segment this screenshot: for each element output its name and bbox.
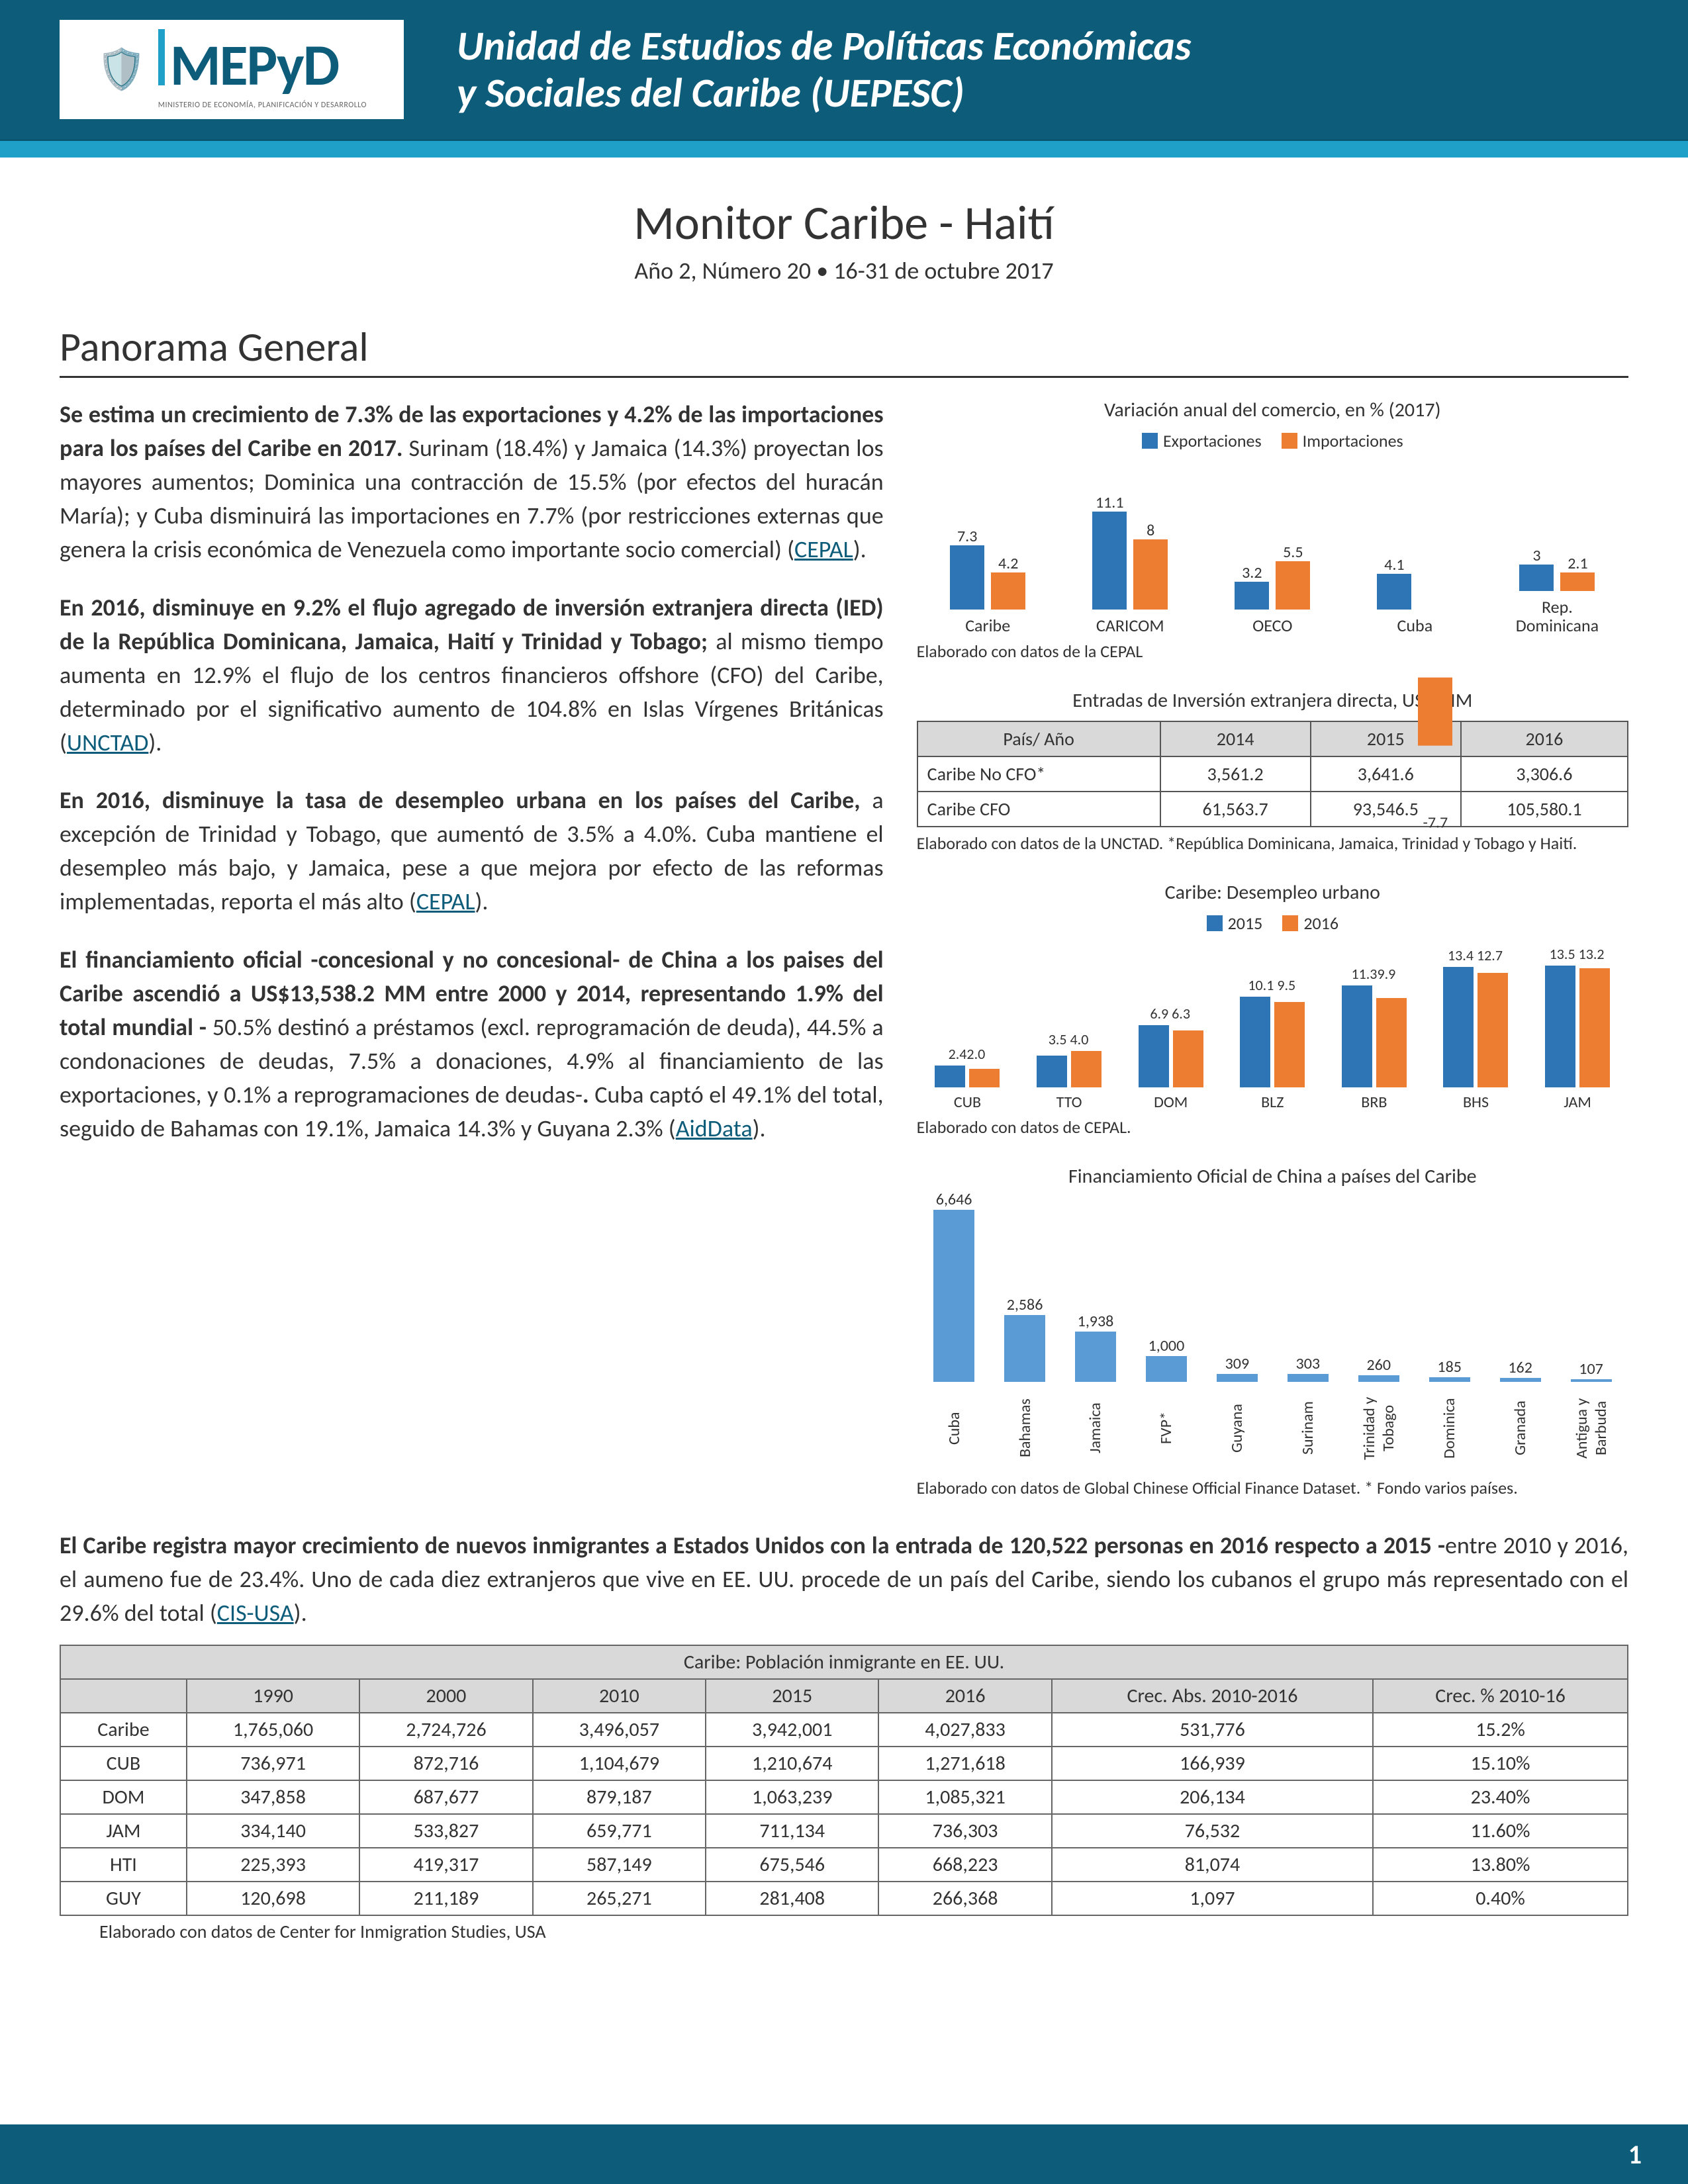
- document-title: Monitor Caribe - Haití: [60, 194, 1628, 252]
- chart-china-finance: Financiamiento Oficial de China a países…: [917, 1164, 1628, 1498]
- coat-of-arms-icon: 🛡️: [97, 46, 146, 94]
- header-band: 🛡️ MEPyD MINISTERIO DE ECONOMÍA, PLANIFI…: [0, 0, 1688, 139]
- table-fdi-title: Entradas de Inversión extranjera directa…: [917, 688, 1628, 713]
- link-cepal-1[interactable]: CEPAL: [794, 535, 853, 564]
- link-cepal-2[interactable]: CEPAL: [416, 887, 475, 916]
- logo-text: MEPyD: [158, 29, 367, 101]
- chart-unemployment: Caribe: Desempleo urbano 2015 2016 2.42.…: [917, 880, 1628, 1138]
- page-number: 1: [1628, 2138, 1642, 2171]
- left-column: Se estima un crecimiento de 7.3% de las …: [60, 398, 884, 1525]
- table-immigration: Caribe: Población inmigrante en EE. UU.1…: [60, 1645, 1628, 1916]
- link-cis-usa[interactable]: CIS-USA: [217, 1598, 294, 1627]
- footer: 1: [0, 2124, 1688, 2184]
- logo-box: 🛡️ MEPyD MINISTERIO DE ECONOMÍA, PLANIFI…: [60, 20, 404, 119]
- section-panorama: Panorama General: [60, 322, 1628, 378]
- chart4-title: Financiamiento Oficial de China a países…: [917, 1164, 1628, 1189]
- header-unit-title: Unidad de Estudios de Políticas Económic…: [457, 23, 1191, 117]
- table-fdi-box: Entradas de Inversión extranjera directa…: [917, 688, 1628, 854]
- table-immigration-footnote: Elaborado con datos de Center for Inmigr…: [99, 1920, 1628, 1943]
- chart3-legend: 2015 2016: [917, 913, 1628, 934]
- chart1-title: Variación anual del comercio, en % (2017…: [917, 398, 1628, 422]
- chart1-legend: Exportaciones Importaciones: [917, 430, 1628, 451]
- link-aiddata[interactable]: AidData: [676, 1114, 753, 1143]
- chart3-footnote: Elaborado con datos de CEPAL.: [917, 1116, 1628, 1138]
- para-immigration: El Caribe registra mayor crecimiento de …: [60, 1529, 1628, 1630]
- para-trade: Se estima un crecimiento de 7.3% de las …: [60, 398, 884, 567]
- chart4-footnote: Elaborado con datos de Global Chinese Of…: [917, 1477, 1628, 1498]
- teal-strip: [0, 139, 1688, 158]
- chart1-footnote: Elaborado con datos de la CEPAL: [917, 641, 1628, 662]
- logo-subtitle: MINISTERIO DE ECONOMÍA, PLANIFICACIÓN Y …: [158, 101, 367, 110]
- link-unctad[interactable]: UNCTAD: [67, 728, 148, 757]
- table-fdi-footnote: Elaborado con datos de la UNCTAD. *Repúb…: [917, 833, 1628, 854]
- chart3-title: Caribe: Desempleo urbano: [917, 880, 1628, 905]
- para-unemployment: En 2016, disminuye la tasa de desempleo …: [60, 784, 884, 919]
- chart-trade-variation: Variación anual del comercio, en % (2017…: [917, 398, 1628, 662]
- document-subtitle: Año 2, Número 20 • 16-31 de octubre 2017: [60, 256, 1628, 285]
- table-fdi: País/ Año201420152016Caribe No CFO*3,561…: [917, 721, 1628, 827]
- para-fdi: En 2016, disminuye en 9.2% el flujo agre…: [60, 591, 884, 760]
- para-china: El financiamiento oficial -concesional y…: [60, 943, 884, 1146]
- right-column: Variación anual del comercio, en % (2017…: [917, 398, 1628, 1525]
